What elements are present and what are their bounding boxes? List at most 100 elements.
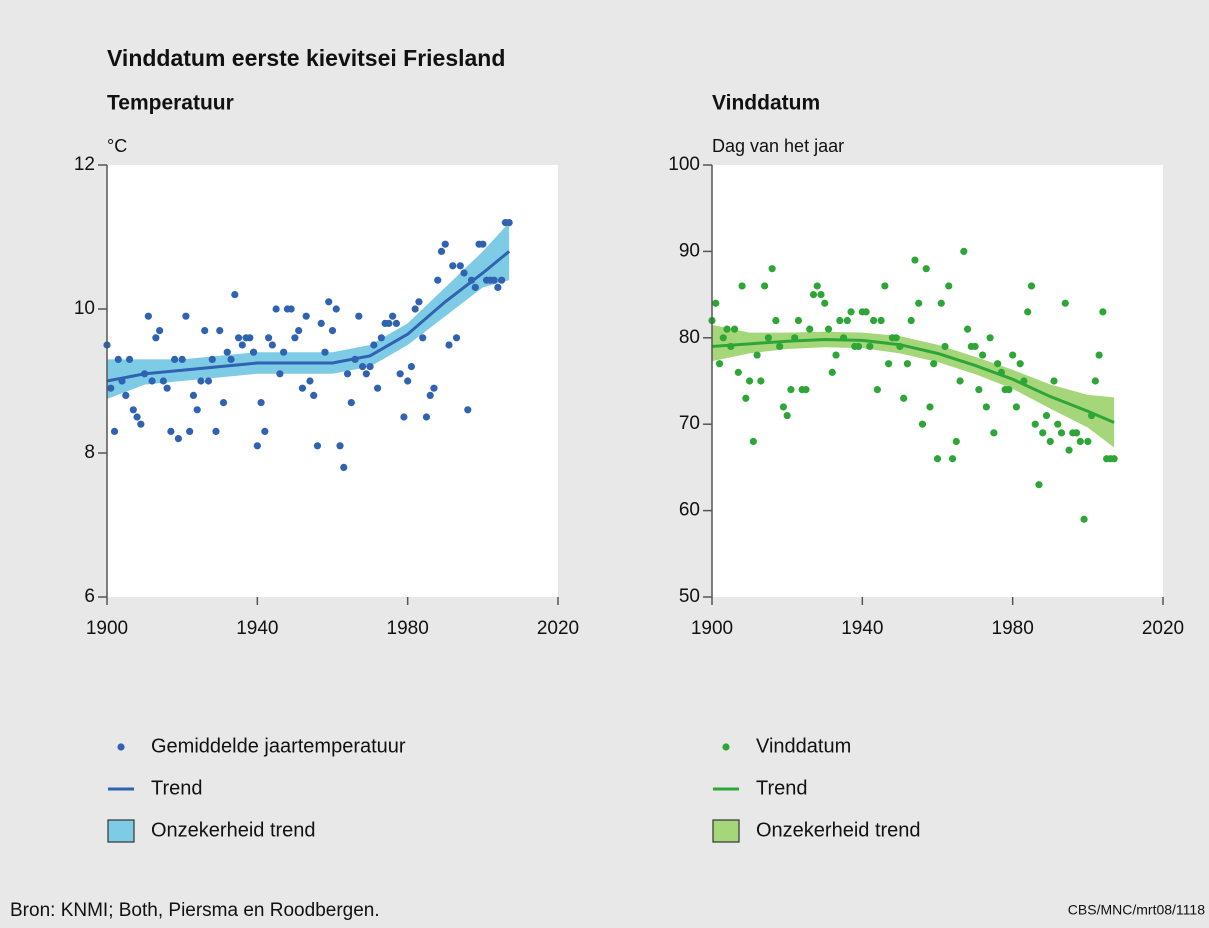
y-axis-label: Dag van het jaar — [712, 136, 844, 156]
x-tick-label: 1900 — [691, 618, 733, 639]
data-point — [727, 342, 735, 351]
data-point — [219, 399, 228, 407]
data-point — [982, 403, 990, 411]
data-point — [948, 455, 957, 463]
data-point — [1020, 377, 1028, 385]
data-point — [340, 463, 348, 471]
data-point — [1095, 351, 1103, 359]
data-point — [1061, 299, 1069, 307]
y-tick-label: 50 — [679, 586, 700, 607]
data-point — [479, 240, 487, 248]
data-point — [291, 334, 299, 342]
data-point — [1009, 351, 1017, 359]
data-point — [505, 219, 513, 227]
data-point — [821, 299, 829, 307]
data-point — [411, 305, 419, 313]
x-tick-label: 1900 — [86, 618, 128, 639]
data-point — [1024, 308, 1032, 316]
data-point — [1057, 429, 1066, 437]
data-point — [900, 394, 908, 402]
data-point — [152, 334, 160, 342]
data-point — [1050, 377, 1058, 385]
data-point — [287, 305, 295, 313]
y-tick-label: 8 — [84, 442, 95, 463]
data-point — [990, 429, 998, 437]
data-point — [866, 342, 874, 351]
data-point — [129, 406, 137, 414]
data-point — [189, 391, 198, 399]
x-tick-label: 1980 — [992, 618, 1034, 639]
data-point — [321, 348, 329, 356]
data-point — [467, 276, 476, 284]
data-point — [441, 240, 449, 248]
x-tick-label: 2020 — [537, 618, 579, 639]
data-point — [956, 377, 964, 385]
data-point — [125, 355, 134, 363]
data-point — [328, 327, 337, 335]
data-point — [407, 363, 416, 371]
data-point — [389, 312, 397, 320]
data-point — [122, 391, 130, 399]
data-point — [1091, 377, 1099, 385]
data-point — [336, 442, 344, 450]
data-point — [926, 403, 934, 411]
data-point — [764, 334, 772, 342]
data-point — [351, 355, 359, 363]
y-tick-label: 60 — [679, 500, 700, 521]
data-point — [960, 247, 968, 255]
data-point — [144, 312, 152, 320]
data-point — [449, 262, 457, 270]
data-point — [246, 334, 254, 342]
data-point — [234, 334, 243, 342]
legend-marker — [117, 743, 125, 751]
data-point — [809, 291, 818, 299]
data-point — [171, 355, 179, 363]
data-point — [167, 427, 175, 435]
data-point — [265, 334, 273, 342]
trend-line — [711, 338, 1115, 424]
y-tick-label: 80 — [679, 327, 700, 348]
data-point — [776, 342, 784, 351]
data-point — [779, 403, 788, 411]
data-point — [787, 386, 795, 394]
data-point — [325, 298, 333, 306]
data-point — [719, 334, 727, 342]
data-point — [813, 282, 821, 290]
data-point — [178, 355, 186, 363]
data-point — [937, 299, 945, 307]
data-point — [749, 437, 757, 446]
data-point — [358, 363, 367, 371]
data-point — [881, 282, 889, 290]
data-point — [1087, 411, 1096, 420]
data-point — [434, 276, 442, 284]
data-point — [253, 442, 261, 450]
data-point — [918, 420, 927, 428]
data-point — [385, 319, 393, 327]
data-point — [377, 334, 385, 342]
data-point — [140, 370, 149, 378]
data-point — [896, 342, 904, 351]
data-point — [362, 370, 370, 378]
uncertainty-band — [712, 324, 1115, 448]
data-point — [922, 265, 930, 273]
data-point — [118, 377, 126, 385]
legend-label: Trend — [756, 777, 808, 799]
data-point — [276, 370, 284, 378]
y-tick-label: 10 — [74, 298, 95, 319]
data-point — [1046, 437, 1054, 446]
trend-line — [106, 250, 511, 383]
data-point — [715, 360, 724, 368]
data-point — [298, 384, 307, 392]
data-point — [1005, 386, 1013, 394]
data-point — [862, 308, 870, 316]
data-point — [836, 316, 844, 325]
legend-label: Trend — [151, 777, 203, 799]
x-tick-label: 1980 — [387, 618, 429, 639]
data-point — [148, 377, 156, 385]
data-point — [847, 308, 855, 316]
data-point — [828, 368, 836, 376]
data-point — [1012, 403, 1021, 411]
data-point — [306, 377, 314, 385]
data-point — [1076, 437, 1084, 446]
